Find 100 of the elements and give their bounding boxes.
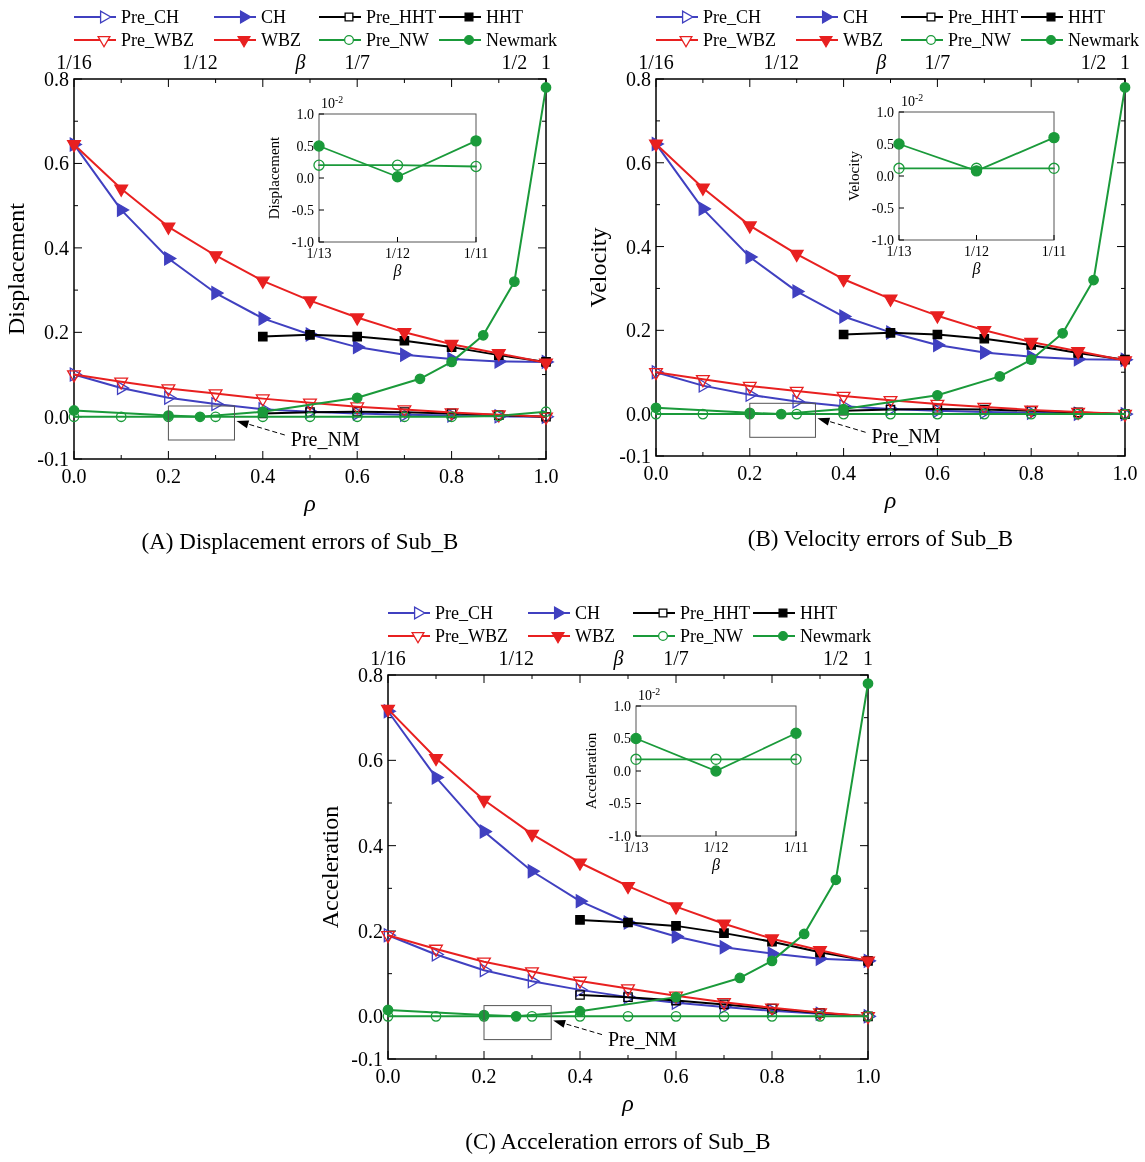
y-tick-label: 0.5 <box>876 136 894 152</box>
text: 1 <box>541 51 551 73</box>
y-tick-label: 0.0 <box>44 405 69 428</box>
y-tick-label: 1.0 <box>613 698 631 714</box>
annotation: 10$^{-2}$ <box>321 93 344 111</box>
legend-label: Pre_NW <box>680 626 743 647</box>
legend-label: CH <box>843 7 869 28</box>
legend-label: Pre_WBZ <box>121 30 194 51</box>
legend-label: WBZ <box>575 626 615 647</box>
x-tick-label: 1/12 <box>703 840 729 855</box>
text: 1/2 <box>823 647 849 669</box>
legend-label: Pre_NW <box>366 30 429 51</box>
x-tick-label: 0.8 <box>759 1065 785 1087</box>
y-tick-label: 1.0 <box>876 104 894 120</box>
legend-label: Pre_HHT <box>680 603 750 624</box>
y-tick-label: 0.6 <box>626 151 651 174</box>
x-axis-title: β <box>392 262 402 280</box>
x-tick-label: 1.0 <box>1112 462 1138 484</box>
y-tick-label: 0.0 <box>358 1005 383 1028</box>
legend-label: Newmark <box>1068 30 1139 51</box>
text: 1/12 <box>498 647 534 669</box>
y-tick-label: 0.5 <box>613 731 631 747</box>
y-tick-label: 0.6 <box>358 749 383 772</box>
x-axis-title: ρ <box>883 487 897 513</box>
legend-label: HHT <box>1068 7 1105 28</box>
x-axis-title: ρ <box>621 1090 634 1116</box>
legend-label: Pre_WBZ <box>703 30 776 51</box>
annotation: 10$^{-2}$ <box>901 91 924 109</box>
legend-label: Pre_HHT <box>366 7 436 28</box>
y-axis-title: Acceleration <box>583 732 599 810</box>
y-axis-title: Velocity <box>846 150 862 201</box>
x-tick-label: 0.2 <box>155 465 181 487</box>
x-tick-label: 1/11 <box>783 840 809 855</box>
text: 1 <box>1120 51 1130 73</box>
legend-label: Pre_NW <box>948 30 1011 51</box>
annotation: Pre_NM <box>290 428 360 450</box>
text: (C) Acceleration errors of Sub_B <box>465 1129 771 1154</box>
text: (B) Velocity errors of Sub_B <box>747 526 1014 551</box>
x-tick-label: 1/11 <box>463 246 489 261</box>
text: 1/7 <box>663 647 689 669</box>
x-tick-label: 1/12 <box>964 244 989 259</box>
y-axis-title: Displacement <box>3 202 29 335</box>
x-tick-label: 0.2 <box>471 1065 497 1087</box>
x-axis-title: ρ <box>303 490 316 516</box>
x-tick-label: 0.6 <box>663 1065 689 1087</box>
text: 1/12 <box>182 51 218 73</box>
y-tick-label: 0.2 <box>626 319 651 342</box>
text: 1 <box>863 647 873 669</box>
y-tick-label: 0.0 <box>626 403 651 426</box>
legend-label: Pre_CH <box>121 7 179 28</box>
x-tick-label: 0.4 <box>250 465 276 487</box>
x-axis-title: β <box>711 856 721 874</box>
legend-label: Newmark <box>486 30 557 51</box>
y-tick-label: 0.0 <box>296 170 314 186</box>
text: 1/7 <box>924 51 951 73</box>
x-tick-label: 1/11 <box>1041 244 1067 259</box>
legend-label: WBZ <box>261 30 301 51</box>
x-tick-label: 1/12 <box>385 246 410 261</box>
y-tick-label: -0.5 <box>291 202 314 218</box>
y-tick-label: 0.0 <box>613 763 631 779</box>
x-tick-label: 0.6 <box>924 462 950 484</box>
x-tick-label: 0.8 <box>1018 462 1044 484</box>
annotation: Pre_NM <box>608 1027 678 1050</box>
y-tick-label: -0.5 <box>608 796 631 812</box>
legend-label: Pre_WBZ <box>435 626 508 647</box>
legend-label: CH <box>575 603 601 624</box>
y-tick-label: 0.2 <box>358 920 383 942</box>
x-tick-label: 0.4 <box>831 462 857 484</box>
x-axis-title: β <box>971 260 981 278</box>
annotation: Pre_NM <box>871 425 941 448</box>
y-axis-title: Acceleration <box>317 805 343 929</box>
annotation: 10$^{-2}$ <box>638 685 661 703</box>
legend-label: HHT <box>486 7 523 28</box>
legend-label: Pre_CH <box>703 7 761 28</box>
x-tick-label: 0.2 <box>737 462 763 484</box>
y-tick-label: 1.0 <box>296 106 314 122</box>
x-tick-label: 0.8 <box>439 465 465 487</box>
text: 1/2 <box>1080 51 1107 73</box>
x2-axis-title: β <box>875 51 887 74</box>
y-tick-label: -0.5 <box>871 200 894 216</box>
legend-label: HHT <box>800 603 837 624</box>
x2-axis-title: β <box>294 51 306 74</box>
legend-label: Pre_HHT <box>948 7 1018 28</box>
y-axis-title: Displacement <box>266 135 282 220</box>
text: 1/2 <box>501 51 528 73</box>
legend-label: CH <box>261 7 287 28</box>
y-tick-label: 0.0 <box>876 168 894 184</box>
x2-axis-title: β <box>612 647 624 670</box>
text: 1/7 <box>344 51 370 73</box>
x-tick-label: 0.4 <box>567 1065 593 1087</box>
legend-label: WBZ <box>843 30 883 51</box>
text: (A) Displacement errors of Sub_B <box>141 529 459 554</box>
y-tick-label: 0.2 <box>44 321 69 344</box>
text: 1/12 <box>763 51 799 73</box>
y-tick-label: 0.6 <box>44 152 69 175</box>
legend-label: Newmark <box>800 626 871 647</box>
y-axis-title: Velocity <box>585 227 611 308</box>
y-tick-label: 0.5 <box>296 138 314 154</box>
x-tick-label: 1.0 <box>533 465 559 487</box>
legend-label: Pre_CH <box>435 603 493 624</box>
